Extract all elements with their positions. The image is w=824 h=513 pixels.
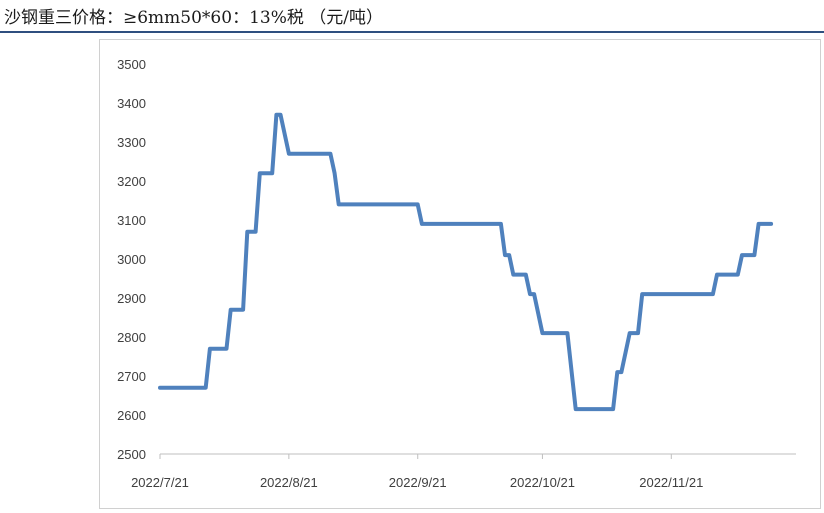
y-tick-label: 3100 [117, 213, 146, 228]
y-tick-label: 3300 [117, 135, 146, 150]
x-tick-label: 2022/9/21 [389, 475, 447, 490]
y-tick-label: 3200 [117, 174, 146, 189]
y-tick-label: 3000 [117, 252, 146, 267]
chart-title: 沙钢重三价格：≥6mm50*60：13%税 （元/吨） [4, 8, 383, 28]
x-tick-label: 2022/11/21 [639, 475, 703, 490]
x-tick-label: 2022/10/21 [510, 475, 575, 490]
y-tick-label: 2500 [117, 447, 146, 462]
y-tick-label: 2800 [117, 330, 146, 345]
y-tick-label: 2700 [117, 369, 146, 384]
y-tick-label: 3400 [117, 96, 146, 111]
y-tick-label: 2900 [117, 291, 146, 306]
price-series-line [158, 112, 774, 412]
y-tick-label: 3500 [117, 57, 146, 72]
title-divider [0, 31, 824, 33]
x-tick-label: 2022/8/21 [260, 475, 318, 490]
y-tick-label: 2600 [117, 408, 146, 423]
x-tick-label: 2022/7/21 [131, 475, 189, 490]
chart-frame [99, 39, 821, 509]
